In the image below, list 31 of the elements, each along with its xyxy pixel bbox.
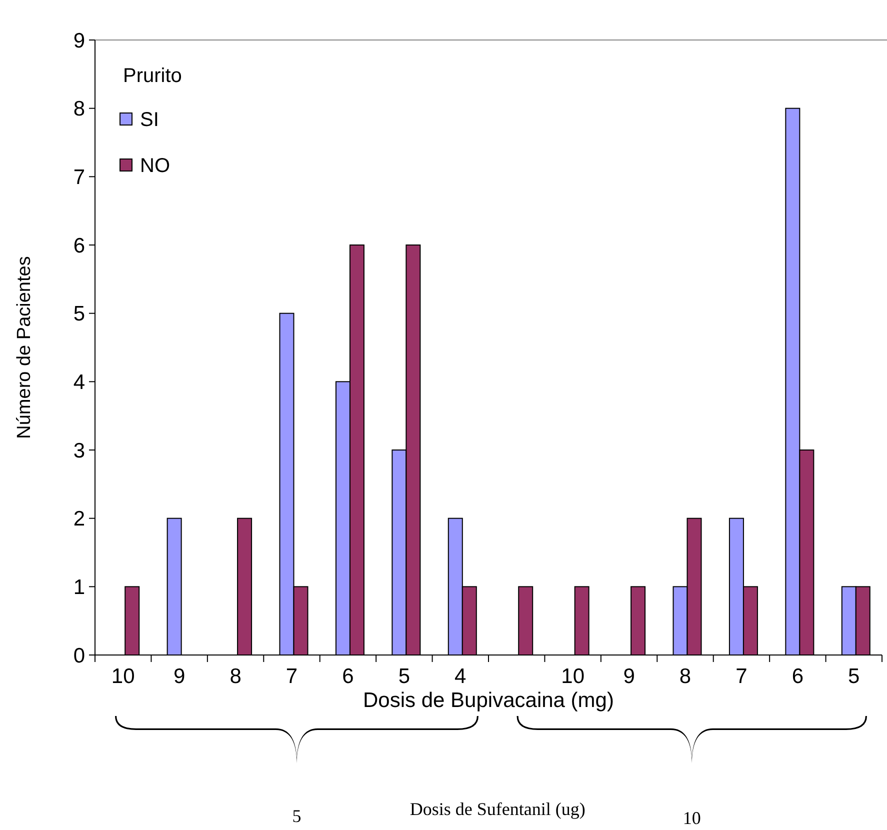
y-axis-title: Número de Pacientes (14, 256, 35, 439)
x-tick-label: 7 (286, 665, 298, 688)
y-tick-label: 9 (73, 29, 85, 52)
x-axis-title: Dosis de Bupivacaina (mg) (363, 689, 614, 712)
text: 5 (292, 806, 302, 826)
x-tick-label: 8 (230, 665, 242, 688)
legend-label: NO (140, 155, 170, 177)
y-tick-label: 8 (73, 98, 85, 121)
y-tick-label: 6 (73, 234, 85, 258)
y-tick-label: 0 (73, 644, 85, 668)
legend-title: Prurito (123, 65, 182, 87)
x-tick-label: 7 (736, 665, 748, 688)
y-tick-label: 4 (73, 371, 86, 394)
x-tick-label: 10 (111, 665, 135, 688)
y-tick-label: 1 (73, 576, 85, 600)
y-tick-label: 5 (73, 302, 85, 326)
y-tick-label: 2 (73, 508, 85, 531)
x-tick-label: 10 (561, 665, 584, 688)
x-tick-label: 8 (679, 665, 692, 688)
x-tick-label: 6 (342, 665, 354, 688)
x-tick-label: 9 (623, 665, 635, 688)
y-tick-label: 7 (73, 166, 85, 190)
y-tick-label: 3 (73, 439, 85, 462)
text: Dosis de Sufentanil (ug) (410, 799, 586, 819)
x-tick-label: 5 (398, 665, 410, 688)
x-tick-label: 5 (848, 665, 860, 688)
x-tick-label: 4 (454, 665, 467, 688)
legend-label: SI (140, 109, 159, 131)
x-tick-label: 6 (792, 665, 804, 688)
text: 10 (682, 808, 701, 828)
x-tick-label: 9 (173, 665, 186, 688)
